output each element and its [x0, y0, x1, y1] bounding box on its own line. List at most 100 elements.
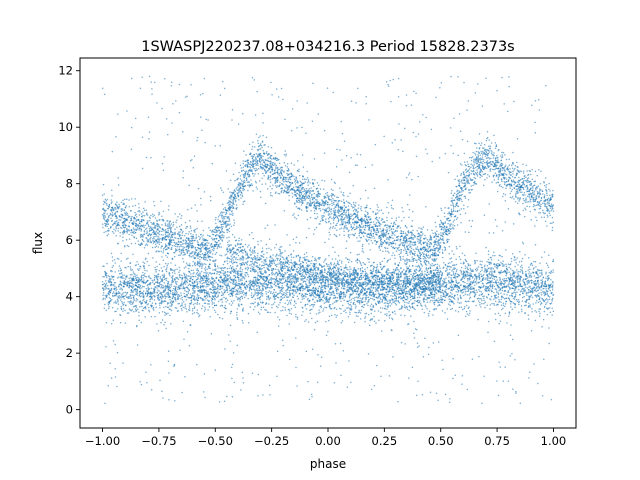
data-point — [113, 288, 116, 290]
data-point — [487, 285, 490, 288]
data-point — [192, 275, 194, 278]
data-point — [524, 253, 526, 256]
data-point — [452, 286, 454, 289]
data-point — [149, 300, 151, 303]
data-point — [531, 282, 533, 284]
data-point — [228, 303, 231, 305]
data-point — [502, 260, 504, 263]
data-point — [347, 302, 349, 305]
data-point — [164, 285, 167, 288]
data-point — [251, 302, 254, 305]
data-point — [333, 301, 336, 304]
data-point — [338, 307, 341, 310]
data-point — [438, 265, 441, 267]
data-point — [235, 268, 237, 270]
data-point — [273, 301, 276, 303]
data-point — [250, 292, 253, 294]
data-point — [224, 270, 226, 273]
data-point — [145, 276, 148, 278]
data-point — [112, 292, 114, 295]
data-point — [181, 277, 184, 279]
data-point — [304, 281, 307, 283]
data-point — [181, 281, 183, 283]
data-point — [467, 300, 469, 303]
data-point — [451, 307, 454, 310]
data-point — [544, 283, 546, 286]
data-point — [441, 291, 443, 294]
data-point — [293, 301, 296, 303]
data-point — [137, 269, 140, 272]
data-point — [254, 291, 256, 293]
data-point — [146, 260, 148, 263]
data-point — [233, 275, 235, 277]
data-point — [187, 296, 189, 298]
data-point — [545, 303, 547, 306]
data-point — [306, 289, 309, 292]
data-point — [410, 299, 412, 301]
data-point — [299, 289, 302, 292]
data-point — [238, 282, 241, 285]
data-point — [196, 303, 198, 305]
data-point — [479, 301, 481, 304]
data-point — [550, 270, 552, 272]
data-point — [157, 273, 159, 276]
data-point — [307, 297, 309, 300]
data-point — [510, 275, 512, 277]
data-point — [467, 278, 469, 280]
data-point — [127, 281, 130, 283]
data-point — [256, 287, 258, 290]
data-point — [244, 283, 246, 286]
data-point — [172, 279, 174, 281]
data-point — [110, 275, 113, 277]
data-point — [270, 279, 273, 281]
data-point — [509, 273, 512, 275]
data-point — [128, 286, 130, 289]
data-point — [217, 283, 219, 285]
data-point — [376, 290, 378, 292]
data-point — [126, 312, 129, 314]
data-point — [524, 284, 526, 286]
data-point — [101, 281, 104, 283]
data-point — [362, 301, 364, 303]
data-point — [295, 302, 297, 305]
data-point — [500, 284, 502, 286]
data-point — [269, 297, 272, 299]
data-point — [256, 294, 258, 297]
data-point — [517, 285, 519, 287]
data-point — [374, 290, 377, 293]
data-point — [529, 268, 531, 270]
data-point — [228, 274, 231, 276]
data-point — [114, 285, 116, 288]
data-point — [538, 295, 540, 297]
data-point — [299, 283, 302, 286]
data-point — [311, 317, 313, 320]
data-point — [460, 302, 462, 304]
data-point — [364, 316, 367, 318]
data-point — [545, 307, 548, 309]
data-point — [239, 300, 241, 302]
data-point — [343, 299, 345, 301]
data-point — [175, 283, 178, 286]
data-point — [543, 292, 545, 294]
data-point — [368, 324, 371, 327]
data-point — [497, 293, 500, 295]
data-point — [119, 288, 121, 291]
data-point — [416, 261, 418, 264]
data-point — [358, 301, 360, 304]
data-point — [122, 292, 125, 294]
data-point — [200, 270, 203, 273]
data-point — [179, 305, 182, 308]
data-point — [514, 303, 517, 305]
data-point — [491, 286, 494, 288]
data-point — [382, 297, 385, 299]
data-point — [392, 286, 395, 289]
data-point — [129, 268, 132, 270]
data-point — [150, 287, 153, 290]
data-point — [416, 288, 418, 291]
data-point — [197, 260, 199, 263]
data-point — [232, 259, 234, 261]
data-point — [146, 270, 148, 272]
data-point — [476, 291, 478, 293]
data-point — [333, 294, 335, 297]
data-point — [379, 297, 382, 299]
